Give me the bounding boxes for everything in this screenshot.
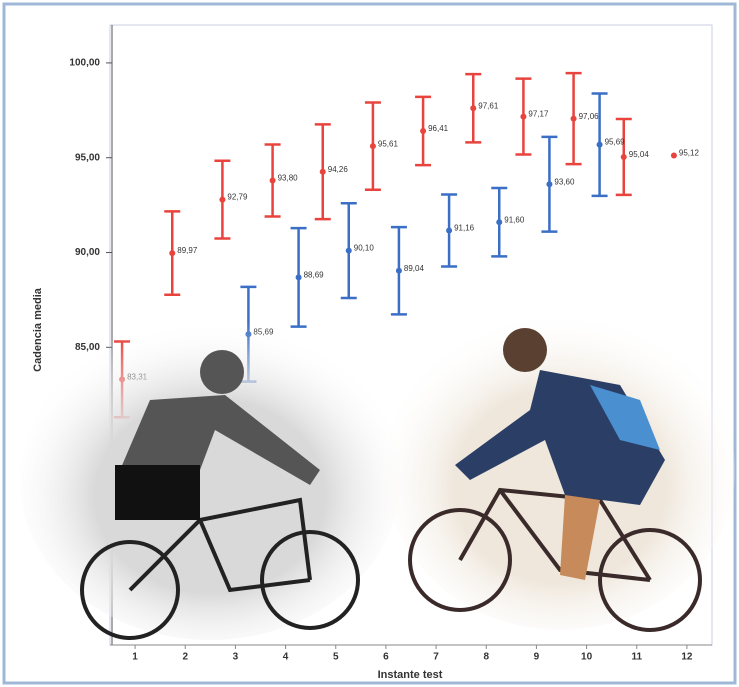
data-label: 97,17 <box>528 110 549 119</box>
data-label: 92,79 <box>227 193 248 202</box>
data-label: 89,04 <box>404 264 425 273</box>
data-point <box>296 274 302 280</box>
data-point <box>219 197 225 203</box>
x-tick-label: 4 <box>283 652 289 663</box>
x-tick-label: 12 <box>681 652 693 663</box>
data-label: 94,26 <box>328 165 349 174</box>
x-axis-title: Instante test <box>378 669 443 681</box>
y-tick-label: 90,00 <box>75 247 100 258</box>
data-label: 97,61 <box>478 101 499 110</box>
data-label: 96,41 <box>428 124 449 133</box>
data-point <box>270 177 276 183</box>
data-label: 95,12 <box>679 149 700 158</box>
x-tick-label: 3 <box>233 652 239 663</box>
data-point <box>621 154 627 160</box>
data-point <box>571 116 577 122</box>
chart: Cadencia media Instante test 85,00 90,00 9… <box>0 0 739 687</box>
data-label: 90,10 <box>354 244 375 253</box>
data-point <box>671 152 677 158</box>
data-point <box>346 248 352 254</box>
data-label: 93,80 <box>278 174 299 183</box>
data-point <box>169 250 175 256</box>
data-point <box>597 142 603 148</box>
x-tick-label: 6 <box>383 652 389 663</box>
data-point <box>396 268 402 274</box>
data-label: 95,61 <box>378 139 399 148</box>
data-point <box>320 169 326 175</box>
x-tick-label: 10 <box>581 652 593 663</box>
data-point <box>446 228 452 234</box>
data-point <box>470 105 476 111</box>
y-tick-label: 85,00 <box>75 342 100 353</box>
data-label: 95,04 <box>629 150 650 159</box>
data-point <box>420 128 426 134</box>
data-label: 91,60 <box>504 215 525 224</box>
y-axis-title: Cadencia media <box>32 287 44 372</box>
data-point <box>496 219 502 225</box>
x-tick-label: 5 <box>333 652 339 663</box>
data-label: 89,97 <box>177 246 198 255</box>
data-label: 91,16 <box>454 224 475 233</box>
data-label: 95,69 <box>605 138 626 147</box>
y-tick-label: 95,00 <box>75 152 100 163</box>
x-tick-label: 1 <box>132 652 138 663</box>
data-label: 93,60 <box>554 177 575 186</box>
x-tick-label: 9 <box>534 652 540 663</box>
data-label: 88,69 <box>304 270 325 279</box>
data-point <box>546 181 552 187</box>
data-point <box>520 114 526 120</box>
page: {"chart_data": { "type": "errorbar", "x_… <box>0 0 739 687</box>
x-tick-label: 11 <box>631 652 642 663</box>
x-tick-label: 7 <box>433 652 439 663</box>
x-tick-label: 2 <box>182 652 188 663</box>
y-tick-label: 100,00 <box>69 58 100 69</box>
x-tick-label: 8 <box>483 652 489 663</box>
data-label: 97,06 <box>579 112 600 121</box>
data-point <box>370 143 376 149</box>
